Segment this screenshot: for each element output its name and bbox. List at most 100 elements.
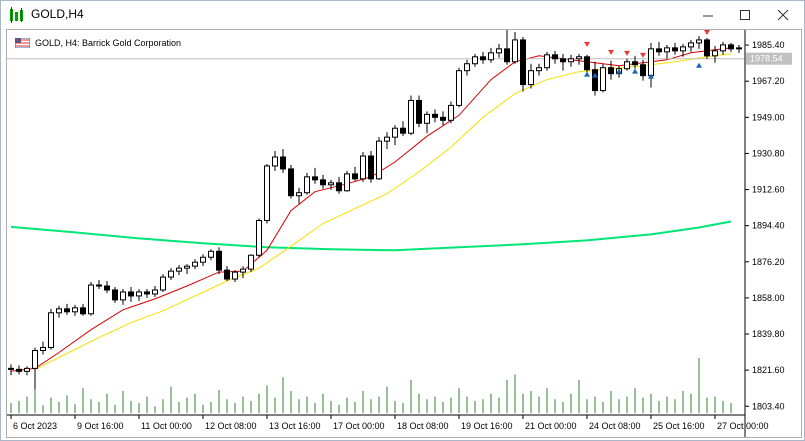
price-tick-label: 1803.40: [752, 401, 785, 411]
time-tick-label: 18 Oct 08:00: [397, 421, 449, 431]
candle-body: [144, 291, 150, 295]
signal-arrows: [584, 30, 710, 79]
ma-fast-line: [10, 47, 732, 372]
time-tick-label: 11 Oct 00:00: [141, 421, 192, 431]
candle-body: [232, 271, 238, 280]
candle-body: [424, 113, 430, 124]
title-bar[interactable]: GOLD,H4: [1, 1, 804, 29]
candle-body: [256, 220, 262, 256]
close-button[interactable]: [764, 1, 802, 29]
candle-body: [456, 70, 462, 106]
candle-body: [288, 168, 294, 197]
candle-body: [552, 54, 558, 60]
price-tick-label: 1821.60: [752, 365, 785, 375]
candle-body: [208, 250, 214, 258]
window-title: GOLD,H4: [31, 7, 84, 21]
candle-body: [544, 54, 550, 69]
buy-arrow-icon: [584, 71, 590, 77]
candle-body: [368, 155, 374, 180]
candle-body: [520, 39, 526, 86]
maximize-button[interactable]: [726, 1, 764, 29]
candle-body: [320, 179, 326, 186]
symbol-description: GOLD, H4: Barrick Gold Corporation: [35, 38, 182, 48]
price-tick-label: 1839.80: [752, 329, 785, 339]
price-tick-label: 1876.20: [752, 257, 785, 267]
candle-body: [664, 47, 670, 53]
sell-arrow-icon: [640, 52, 646, 58]
time-tick-label: 6 Oct 2023: [13, 421, 57, 431]
candle-body: [360, 155, 366, 180]
time-tick-label: 24 Oct 08:00: [589, 421, 641, 431]
buy-arrow-icon: [648, 73, 654, 79]
candle-body: [296, 192, 302, 197]
candle-body: [656, 48, 662, 53]
time-tick-label: 27 Oct 00:00: [717, 421, 769, 431]
candle-body: [216, 250, 222, 271]
candle-body: [720, 44, 726, 52]
candle-body: [184, 265, 190, 269]
candle-body: [624, 61, 630, 70]
time-tick-label: 12 Oct 08:00: [205, 421, 257, 431]
candle-body: [56, 308, 62, 314]
candle-body: [48, 312, 54, 349]
candle-body: [408, 99, 414, 134]
candle-body: [568, 58, 574, 63]
candle-body: [384, 136, 390, 142]
candle-body: [504, 48, 510, 63]
candle-body: [192, 261, 198, 267]
chart-window-icon: [10, 7, 23, 23]
candle-body: [584, 56, 590, 71]
candle-body: [112, 289, 118, 301]
moving-averages: [10, 47, 732, 372]
candle-body: [648, 48, 654, 77]
candle-body: [32, 350, 38, 369]
price-tick-label: 1967.20: [752, 76, 785, 86]
candle-body: [480, 56, 486, 61]
candle-body: [376, 140, 382, 180]
sell-arrow-icon: [584, 41, 590, 47]
price-tick-label: 1985.40: [752, 40, 785, 50]
candle-body: [704, 39, 710, 57]
candle-body: [528, 70, 534, 86]
time-tick-label: 25 Oct 16:00: [653, 421, 705, 431]
candle-body: [352, 173, 358, 180]
price-tick-label: 1858.00: [752, 293, 785, 303]
time-tick-label: 21 Oct 00:00: [525, 421, 577, 431]
candle-body: [488, 52, 494, 61]
sell-arrow-icon: [624, 50, 630, 56]
candle-body: [560, 58, 566, 63]
time-tick-label: 19 Oct 16:00: [461, 421, 513, 431]
candle-body: [248, 254, 254, 270]
candle-body: [448, 104, 454, 121]
buy-arrow-icon: [616, 68, 622, 74]
price-chart[interactable]: 1985.40 1967.20 1949.00 1930.80 1912.60 1894.…: [7, 30, 801, 437]
candle-body: [592, 69, 598, 92]
candle-body: [8, 367, 14, 370]
candle-body: [160, 276, 166, 291]
candle-body: [680, 46, 686, 52]
time-tick-label: 13 Oct 16:00: [269, 421, 321, 431]
candle-body: [576, 56, 582, 60]
candle-body: [240, 268, 246, 273]
candle-body: [224, 269, 230, 280]
minimize-icon: [703, 15, 713, 17]
candle-body: [608, 67, 614, 75]
candle-body: [344, 173, 350, 192]
price-tick-label: 1894.40: [752, 221, 785, 231]
minimize-button[interactable]: [689, 1, 727, 29]
candle-body: [280, 156, 286, 170]
price-tick-label: 1912.60: [752, 185, 785, 195]
candle-body: [272, 156, 278, 167]
candle-body: [728, 44, 734, 50]
buy-arrow-icon: [632, 68, 638, 74]
candle-body: [80, 307, 86, 315]
candle-body: [440, 116, 446, 121]
current-price-label: 1978.54: [750, 54, 783, 64]
candle-body: [152, 289, 158, 295]
candle-body: [168, 270, 174, 278]
volume-bars: [10, 358, 732, 413]
candle-body: [200, 256, 206, 263]
chart-area[interactable]: GOLD, H4: Barrick Gold Corporation 1985.…: [6, 29, 802, 438]
candle-body: [496, 48, 502, 54]
